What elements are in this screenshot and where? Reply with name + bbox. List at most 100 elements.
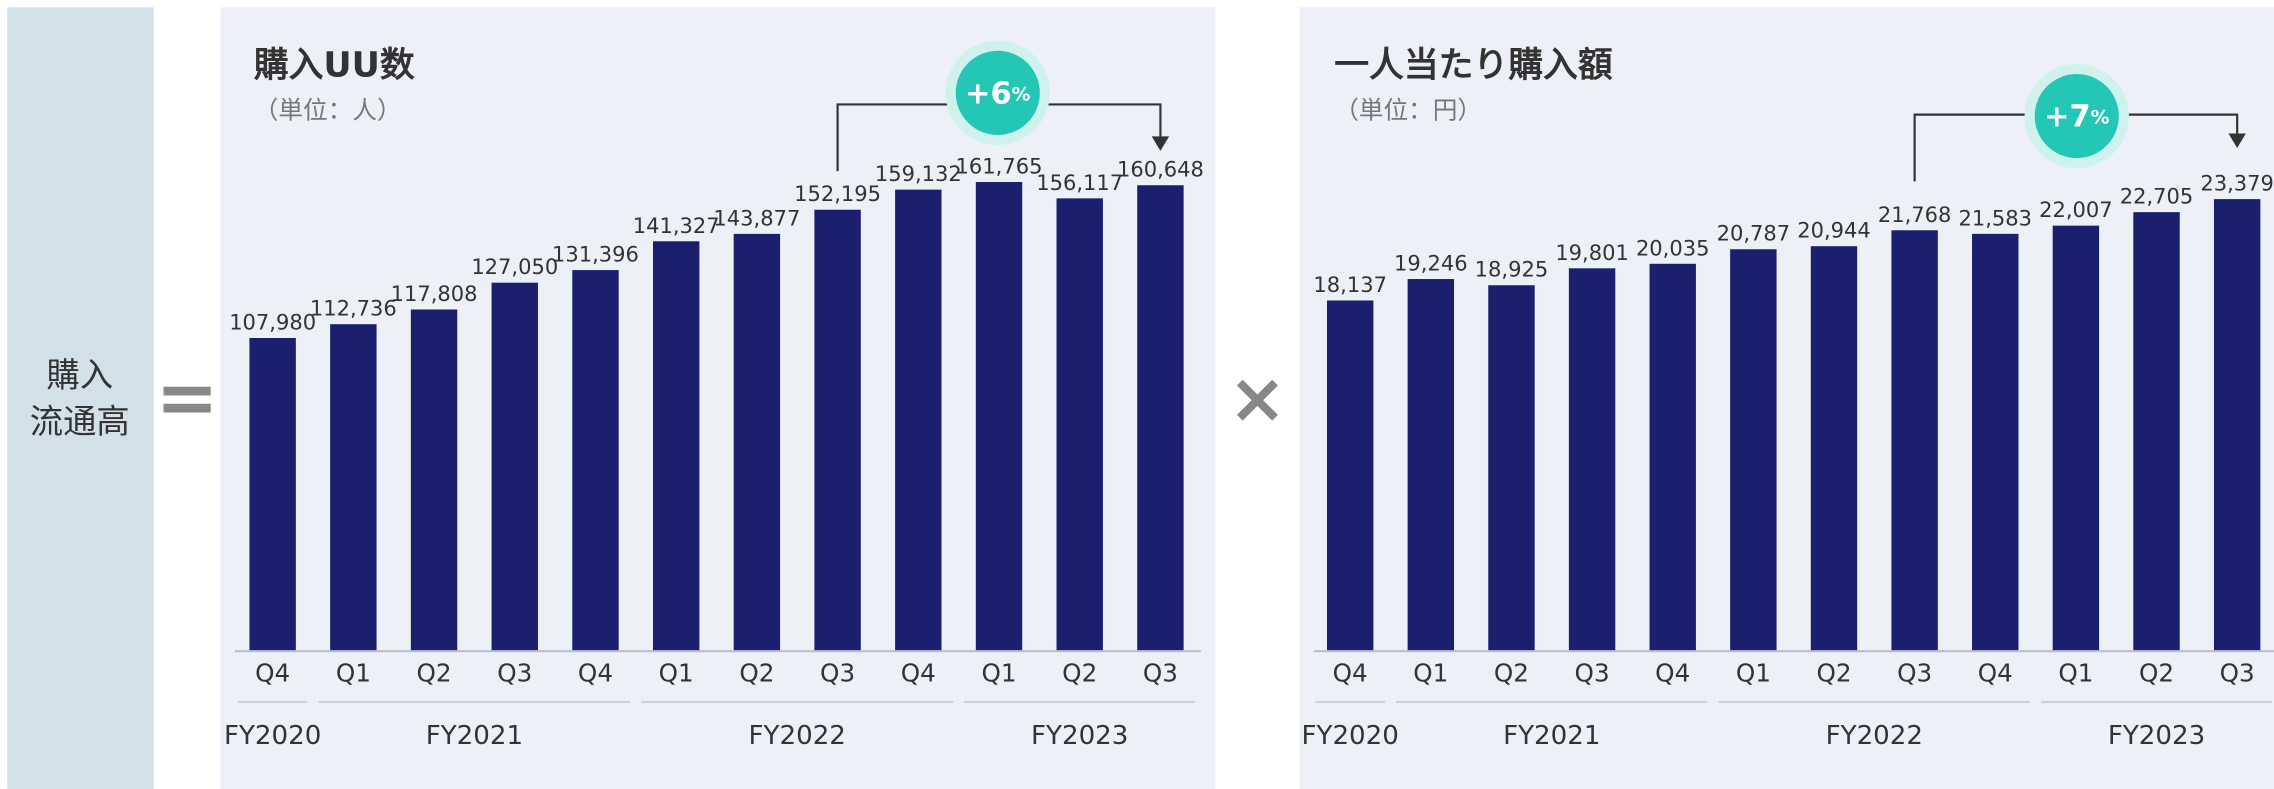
bar <box>1568 268 1616 652</box>
group-label: FY2021 <box>1503 721 1600 751</box>
bar <box>1056 198 1103 652</box>
equals-sign: = <box>155 354 218 442</box>
value-label: 22,007 <box>2039 197 2113 222</box>
bar <box>2213 199 2261 652</box>
bar <box>1407 279 1455 652</box>
value-label: 18,137 <box>1313 272 1387 297</box>
x-tick-label: Q2 <box>1816 658 1851 687</box>
group-label: FY2023 <box>2108 721 2205 751</box>
value-label: 18,925 <box>1475 257 1549 282</box>
value-label: 112,736 <box>310 296 397 321</box>
x-tick-label: Q1 <box>659 658 694 687</box>
growth-badge <box>955 50 1040 135</box>
x-tick-label: Q2 <box>1062 658 1097 687</box>
left-label: 購入 <box>46 356 113 395</box>
bar <box>814 209 861 652</box>
x-tick-label: Q4 <box>1655 658 1690 687</box>
value-label: 127,050 <box>471 254 558 279</box>
bar <box>1326 300 1374 652</box>
value-label: 159,132 <box>875 161 962 186</box>
x-tick-label: Q4 <box>255 658 290 687</box>
bar <box>1730 249 1777 652</box>
growth-label: +6% <box>965 76 1031 111</box>
left-label: 流通高 <box>30 402 130 441</box>
value-label: 160,648 <box>1117 157 1204 182</box>
value-label: 23,379 <box>2200 171 2274 196</box>
value-label: 152,195 <box>794 181 881 206</box>
group-label: FY2021 <box>426 721 523 751</box>
x-tick-label: Q3 <box>1897 658 1932 687</box>
x-tick-label: Q4 <box>578 658 613 687</box>
bar <box>733 233 781 652</box>
arrow-head <box>2228 133 2246 148</box>
x-tick-label: Q4 <box>1333 658 1368 687</box>
value-label: 20,787 <box>1717 221 1791 246</box>
arrow-head <box>1151 136 1170 151</box>
growth-value: +6 <box>965 76 1012 111</box>
bar <box>652 241 700 652</box>
group-label: FY2020 <box>1302 721 1399 751</box>
value-label: 117,808 <box>391 281 478 306</box>
value-label: 131,396 <box>552 242 639 267</box>
bar <box>1137 185 1184 652</box>
value-label: 20,944 <box>1797 218 1871 243</box>
chart-panel <box>220 7 1216 789</box>
x-tick-label: Q3 <box>1143 658 1178 687</box>
group-label: FY2022 <box>749 721 846 751</box>
bar <box>1649 263 1696 652</box>
bar <box>1972 233 2019 652</box>
value-label: 22,705 <box>2120 184 2194 209</box>
bar <box>1488 285 1535 652</box>
value-label: 143,877 <box>713 205 800 230</box>
x-tick-label: Q1 <box>1736 658 1771 687</box>
value-label: 141,327 <box>633 213 720 238</box>
value-label: 20,035 <box>1636 235 1710 260</box>
group-label: FY2022 <box>1826 721 1923 751</box>
bar <box>249 337 296 652</box>
bar <box>330 324 377 652</box>
group-label: FY2020 <box>224 721 321 751</box>
growth-badge <box>2034 73 2119 159</box>
bar <box>975 181 1023 652</box>
x-tick-label: Q3 <box>497 658 532 687</box>
x-tick-label: Q1 <box>981 658 1016 687</box>
value-label: 107,980 <box>229 309 316 334</box>
bar <box>410 309 458 652</box>
value-label: 19,246 <box>1394 251 1468 276</box>
bar <box>895 189 942 652</box>
bar <box>1891 230 1938 652</box>
bar <box>1810 246 1858 652</box>
value-label: 21,583 <box>1958 205 2032 230</box>
bar <box>491 282 538 652</box>
x-tick-label: Q2 <box>2139 658 2174 687</box>
value-label: 19,801 <box>1555 240 1629 265</box>
x-tick-label: Q2 <box>739 658 774 687</box>
x-tick-label: Q3 <box>820 658 855 687</box>
x-tick-label: Q2 <box>1494 658 1529 687</box>
x-tick-label: Q2 <box>417 658 452 687</box>
growth-value: +7 <box>2044 99 2091 134</box>
value-label: 161,765 <box>956 153 1043 178</box>
group-label: FY2023 <box>1031 721 1128 751</box>
x-tick-label: Q1 <box>336 658 371 687</box>
x-tick-label: Q3 <box>1575 658 1610 687</box>
growth-label: +7% <box>2044 99 2110 134</box>
chart-title: 購入UU数 <box>254 46 415 86</box>
bar <box>2133 212 2180 652</box>
bar <box>2052 225 2100 652</box>
chart-subtitle: （単位：円） <box>1334 96 1482 125</box>
x-tick-label: Q3 <box>2220 658 2255 687</box>
x-tick-label: Q1 <box>1413 658 1448 687</box>
x-tick-label: Q1 <box>2058 658 2093 687</box>
chart-title: 一人当たり購入額 <box>1334 46 1613 86</box>
left-panel <box>7 7 154 789</box>
growth-unit: % <box>1012 84 1031 105</box>
x-tick-label: Q4 <box>1978 658 2013 687</box>
chart-subtitle: （単位：人） <box>254 96 402 125</box>
bar <box>572 270 619 652</box>
value-label: 21,768 <box>1878 202 1952 227</box>
times-sign: × <box>1228 358 1286 439</box>
growth-unit: % <box>2091 107 2110 128</box>
x-tick-label: Q4 <box>901 658 936 687</box>
